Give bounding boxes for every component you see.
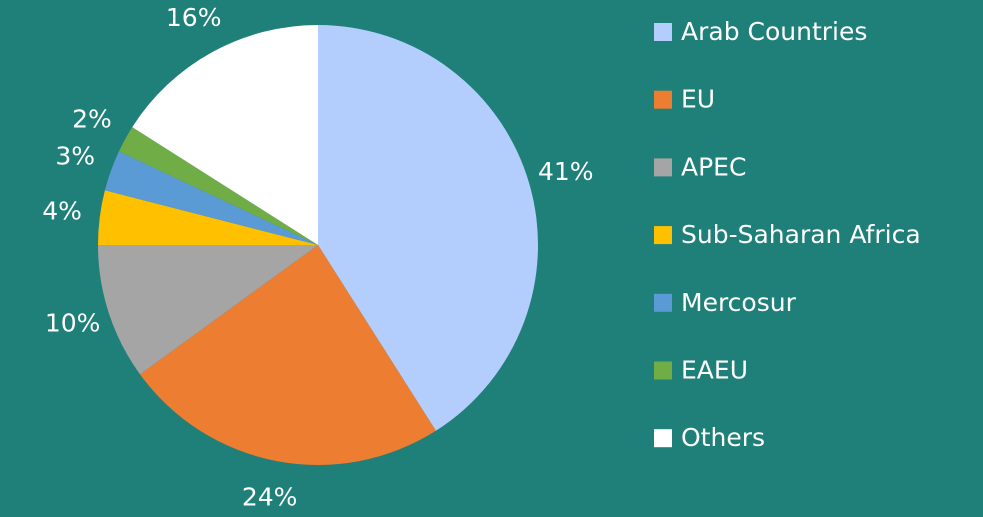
data-label: 4% [42,197,82,226]
legend-swatch [654,429,672,448]
legend-label: Arab Countries [681,17,867,46]
pie-slice [132,25,318,245]
pie-slice [318,25,538,431]
legend-swatch [654,158,672,177]
pie-slice [98,190,318,245]
legend-swatch [654,90,672,109]
pie-slice [118,127,318,245]
data-label: 24% [242,482,298,511]
pie-slice [98,245,318,375]
legend-swatch [654,226,672,245]
legend-label: EU [681,85,715,114]
pie-slice [104,151,318,245]
legend-label: Others [681,423,765,452]
legend-swatch [654,23,672,41]
data-label: 16% [166,3,222,32]
legend-label: EAEU [681,356,748,385]
legend-label: APEC [681,152,746,181]
legend-label: Mercosur [681,288,797,317]
legend-swatch [654,293,672,312]
data-label: 10% [45,309,101,338]
legend-swatch [654,361,672,380]
pie-slice [140,245,436,465]
data-label: 41% [538,157,594,186]
legend-label: Sub-Saharan Africa [681,220,921,249]
data-label: 3% [55,142,95,171]
data-label: 2% [72,105,112,134]
